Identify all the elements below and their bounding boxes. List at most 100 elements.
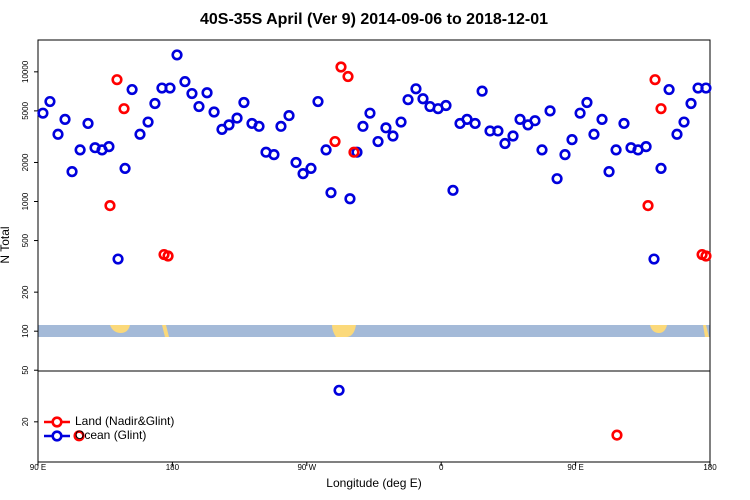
point [171,49,183,61]
point [112,253,124,265]
point [162,250,174,262]
x-tick-label: 90 W [297,463,316,472]
point [66,166,78,178]
point [642,199,654,212]
y-tick-label: 1000 [21,192,30,210]
point [164,82,176,94]
point [149,97,161,110]
point [283,109,295,122]
point [142,116,154,128]
point [305,162,317,175]
point [325,187,337,199]
point [208,106,220,118]
y-tick-label: 500 [21,233,30,247]
point [611,429,623,441]
point [73,430,85,442]
point [499,137,511,150]
point [335,61,347,73]
y-tick-label: 10000 [21,60,30,83]
y-tick-label: 100 [21,324,30,338]
point [685,97,697,110]
point [559,149,571,161]
point [700,82,712,94]
point [344,193,356,205]
legend-label: Land (Nadir&Glint) [75,414,174,428]
point [297,168,309,180]
point [103,141,115,153]
plot-frame [37,39,711,463]
point [640,141,652,153]
point [253,120,265,132]
point [476,85,488,97]
point [333,384,345,396]
legend-marker [51,416,63,428]
point [387,130,399,142]
point [536,144,548,156]
point [52,128,64,140]
y-axis-label: N Total [0,226,12,263]
point [581,96,593,109]
point [678,116,690,128]
point [290,156,302,169]
point [655,162,667,175]
point [649,74,661,86]
x-tick-label: 180 [166,463,180,472]
point [671,128,683,140]
point [402,94,414,106]
y-tick-label: 20 [21,417,30,426]
point [395,116,407,128]
point [74,144,86,156]
point [231,112,243,124]
y-tick-label: 50 [21,365,30,374]
point [618,117,630,130]
point [82,117,94,130]
point [700,250,712,262]
point [118,103,130,115]
point [126,83,138,96]
legend-marker [51,430,63,442]
point [223,119,235,131]
y-tick-label: 2000 [21,153,30,171]
x-tick-label: 90 E [567,463,583,472]
point [610,144,622,156]
y-tick-label: 5000 [21,101,30,119]
point [372,135,384,148]
point [320,144,332,156]
point [186,87,198,100]
point [357,120,369,132]
point [410,83,422,95]
point [551,173,563,185]
point [663,83,675,96]
point [179,76,191,88]
point [275,120,287,132]
point [417,93,429,105]
point [342,70,354,83]
point [603,166,615,178]
point [119,162,131,175]
x-tick-label: 90 E [30,463,46,472]
x-tick-label: 0 [439,463,444,472]
point [201,87,213,99]
point [37,107,49,119]
x-axis-label: Longitude (deg E) [326,476,421,490]
point [111,74,123,86]
point [44,95,56,108]
y-tick-label: 200 [21,285,30,299]
map-band [38,325,710,337]
point [566,134,578,146]
point [312,95,324,108]
point [648,253,660,265]
point [469,117,481,130]
point [507,130,519,142]
point [59,113,71,125]
point [492,125,504,137]
point [596,113,608,125]
point [380,122,392,134]
point [268,149,280,161]
chart-title: 40S-35S April (Ver 9) 2014-09-06 to 2018… [200,11,548,28]
point [134,128,146,140]
point [574,107,586,119]
point [588,128,600,140]
point [193,100,205,113]
